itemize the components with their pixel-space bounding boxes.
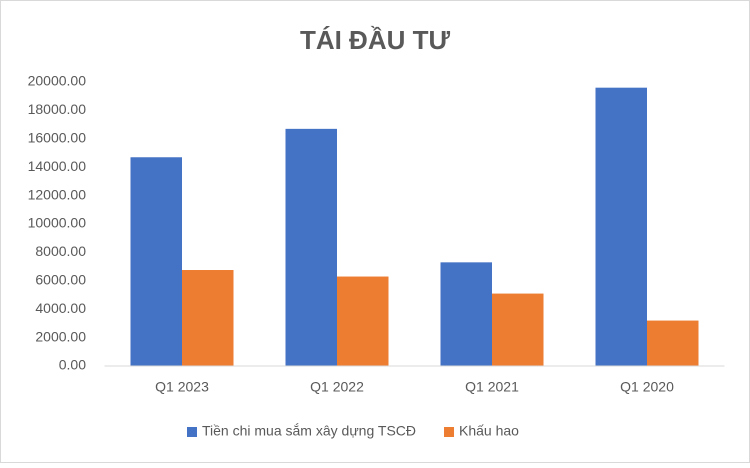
x-tick-label: Q1 2020 xyxy=(620,379,674,395)
legend-swatch xyxy=(187,427,197,437)
y-tick-label: 16000.00 xyxy=(28,130,87,146)
bar xyxy=(130,157,182,366)
chart-title: TÁI ĐẦU TƯ xyxy=(300,25,451,55)
y-tick-label: 2000.00 xyxy=(35,328,86,344)
y-tick-label: 0.00 xyxy=(59,357,86,373)
y-tick-label: 20000.00 xyxy=(28,73,87,89)
legend-swatch xyxy=(444,427,455,437)
x-tick-label: Q1 2021 xyxy=(465,379,519,395)
legend-label: Tiền chi mua sắm xây dựng TSCĐ xyxy=(202,423,416,439)
y-tick-label: 18000.00 xyxy=(28,101,87,117)
y-tick-label: 8000.00 xyxy=(35,243,86,259)
x-tick-label: Q1 2023 xyxy=(155,379,209,395)
bar xyxy=(337,276,389,366)
bar xyxy=(182,270,234,366)
legend-label: Khấu hao xyxy=(459,423,519,439)
bar xyxy=(647,320,699,366)
y-tick-label: 14000.00 xyxy=(28,158,87,174)
x-tick-label: Q1 2022 xyxy=(310,379,364,395)
y-tick-label: 4000.00 xyxy=(35,300,86,316)
bar xyxy=(440,262,492,366)
bar xyxy=(492,293,544,366)
y-tick-label: 6000.00 xyxy=(35,272,86,288)
y-tick-label: 10000.00 xyxy=(28,215,87,231)
y-tick-label: 12000.00 xyxy=(28,186,87,202)
bar xyxy=(285,128,337,366)
bar xyxy=(595,87,647,367)
